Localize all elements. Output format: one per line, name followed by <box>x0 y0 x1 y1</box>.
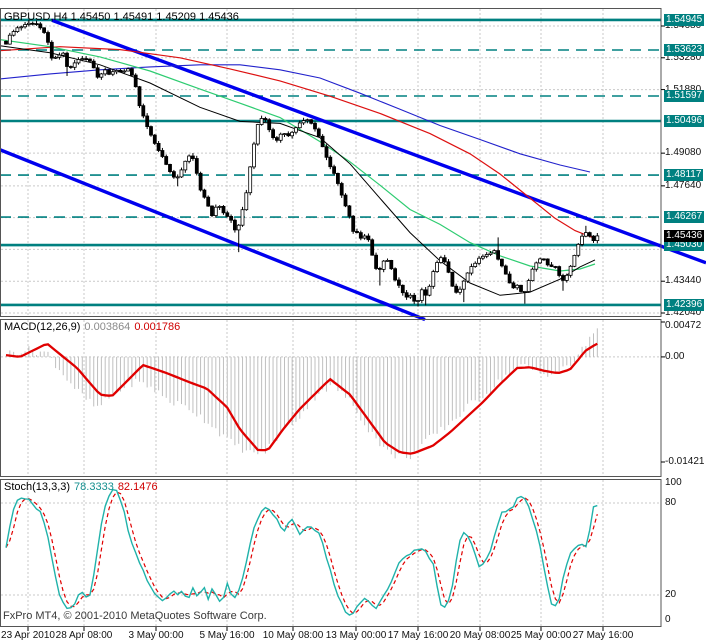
moving-averages-layer <box>0 39 596 296</box>
macd-layer <box>5 328 598 460</box>
candles-layer <box>4 19 600 307</box>
trendline-layer <box>0 18 706 322</box>
panel-borders-layer <box>0 8 665 631</box>
stochastic-layer <box>5 488 598 616</box>
